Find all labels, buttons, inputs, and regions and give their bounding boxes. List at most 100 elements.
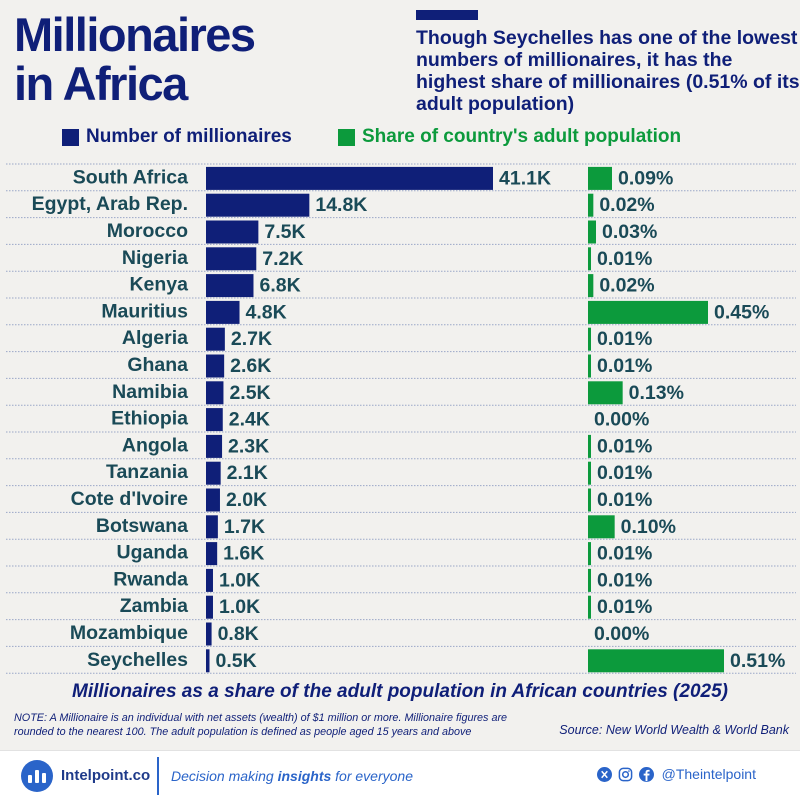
millionaires-value-label: 1.7K bbox=[224, 516, 265, 538]
share-value-label: 0.09% bbox=[618, 167, 673, 189]
millionaires-bar bbox=[206, 408, 223, 432]
share-bar bbox=[588, 220, 596, 244]
millionaires-value-label: 0.5K bbox=[215, 650, 256, 672]
millionaires-bar bbox=[206, 542, 218, 566]
tagline-post: for everyone bbox=[335, 768, 413, 784]
category-label: Angola bbox=[122, 434, 188, 456]
millionaires-bar bbox=[206, 354, 225, 378]
millionaires-value-label: 7.2K bbox=[262, 248, 303, 270]
subtitle: Though Seychelles has one of the lowest … bbox=[416, 27, 800, 115]
category-label: Zambia bbox=[120, 595, 188, 617]
millionaires-value-label: 1.0K bbox=[219, 596, 260, 618]
share-bar bbox=[588, 649, 724, 673]
share-bar bbox=[588, 354, 591, 378]
millionaires-bar bbox=[206, 327, 225, 351]
millionaires-value-label: 2.5K bbox=[229, 382, 270, 404]
share-bar bbox=[588, 515, 615, 539]
category-label: Uganda bbox=[116, 542, 188, 564]
share-value-label: 0.01% bbox=[597, 543, 652, 565]
millionaires-value-label: 1.6K bbox=[223, 543, 264, 565]
millionaires-value-label: 6.8K bbox=[259, 275, 300, 297]
category-label: Tanzania bbox=[106, 461, 188, 483]
millionaires-bar bbox=[206, 434, 223, 458]
tagline-bold: insights bbox=[277, 768, 332, 784]
millionaires-value-label: 2.4K bbox=[229, 409, 270, 431]
category-label: Morocco bbox=[107, 220, 188, 242]
millionaires-value-label: 2.3K bbox=[228, 435, 269, 457]
millionaires-bar bbox=[206, 515, 218, 539]
share-value-label: 0.03% bbox=[602, 221, 657, 243]
category-label: Algeria bbox=[122, 327, 188, 349]
legend-swatch-green bbox=[338, 128, 355, 146]
share-bar bbox=[588, 434, 591, 458]
share-value-label: 0.01% bbox=[597, 462, 652, 484]
legend-millionaires: Number of millionaires bbox=[62, 126, 292, 148]
share-bar bbox=[588, 542, 591, 566]
share-bar bbox=[588, 247, 591, 271]
millionaires-value-label: 41.1K bbox=[499, 167, 551, 189]
millionaires-value-label: 2.6K bbox=[230, 355, 271, 377]
footer-divider bbox=[157, 757, 159, 795]
chart-title: Millionaires as a share of the adult pop… bbox=[72, 681, 728, 702]
facebook-icon[interactable] bbox=[638, 766, 654, 782]
category-label: Kenya bbox=[129, 274, 188, 296]
share-value-label: 0.02% bbox=[599, 194, 654, 216]
subtitle-accent-bar bbox=[416, 10, 478, 20]
social-handle[interactable]: @Theintelpoint bbox=[661, 766, 756, 782]
millionaires-bar bbox=[206, 595, 213, 619]
legend-share-label: Share of country's adult population bbox=[362, 126, 682, 147]
millionaires-value-label: 7.5K bbox=[264, 221, 305, 243]
millionaires-bar bbox=[206, 193, 310, 217]
share-value-label: 0.01% bbox=[597, 435, 652, 457]
millionaires-bar bbox=[206, 220, 259, 244]
millionaires-value-label: 14.8K bbox=[315, 194, 367, 216]
share-value-label: 0.01% bbox=[597, 248, 652, 270]
share-bar bbox=[588, 327, 591, 351]
legend-swatch-navy bbox=[62, 128, 79, 146]
share-value-label: 0.01% bbox=[597, 328, 652, 350]
category-label: Ethiopia bbox=[111, 408, 188, 430]
category-label: Nigeria bbox=[122, 247, 188, 269]
instagram-icon[interactable] bbox=[618, 767, 633, 782]
category-label: Rwanda bbox=[113, 568, 188, 590]
share-value-label: 0.51% bbox=[730, 650, 785, 672]
millionaires-value-label: 1.0K bbox=[219, 569, 260, 591]
millionaires-bar bbox=[206, 568, 213, 592]
footer-bar: Intelpoint.co Decision making insights f… bbox=[0, 750, 800, 801]
millionaires-value-label: 2.1K bbox=[227, 462, 268, 484]
brand-name[interactable]: Intelpoint.co bbox=[61, 767, 151, 784]
footnote: NOTE: A Millionaire is an individual wit… bbox=[14, 712, 508, 738]
legend-millionaires-label: Number of millionaires bbox=[86, 126, 292, 147]
millionaires-value-label: 2.0K bbox=[226, 489, 267, 511]
category-label: Botswana bbox=[96, 515, 188, 537]
tagline: Decision making insights for everyone bbox=[171, 768, 413, 784]
millionaires-bar bbox=[206, 166, 493, 190]
social-links: @Theintelpoint bbox=[596, 766, 756, 782]
millionaires-bar bbox=[206, 461, 221, 485]
category-label: Namibia bbox=[112, 381, 188, 403]
x-icon[interactable] bbox=[596, 766, 612, 782]
millionaires-bar bbox=[206, 622, 212, 646]
share-value-label: 0.01% bbox=[597, 596, 652, 618]
brand-logo-icon[interactable] bbox=[21, 760, 53, 792]
share-value-label: 0.01% bbox=[597, 489, 652, 511]
category-label: Egypt, Arab Rep. bbox=[32, 193, 188, 215]
millionaires-bar bbox=[206, 274, 254, 298]
category-label: Mozambique bbox=[70, 622, 188, 644]
share-value-label: 0.10% bbox=[621, 516, 676, 538]
title-line-2: in Africa bbox=[14, 57, 188, 110]
share-bar bbox=[588, 568, 591, 592]
share-value-label: 0.01% bbox=[597, 355, 652, 377]
share-value-label: 0.01% bbox=[597, 569, 652, 591]
share-value-label: 0.02% bbox=[599, 275, 654, 297]
share-bar bbox=[588, 488, 591, 512]
share-bar bbox=[588, 193, 594, 217]
tagline-pre: Decision making bbox=[171, 768, 274, 784]
share-bar bbox=[588, 461, 591, 485]
share-bar bbox=[588, 381, 623, 405]
category-label: Mauritius bbox=[101, 300, 188, 322]
millionaires-bar bbox=[206, 381, 224, 405]
millionaires-bar bbox=[206, 488, 220, 512]
share-bar bbox=[588, 300, 708, 324]
millionaires-bar bbox=[206, 247, 257, 271]
